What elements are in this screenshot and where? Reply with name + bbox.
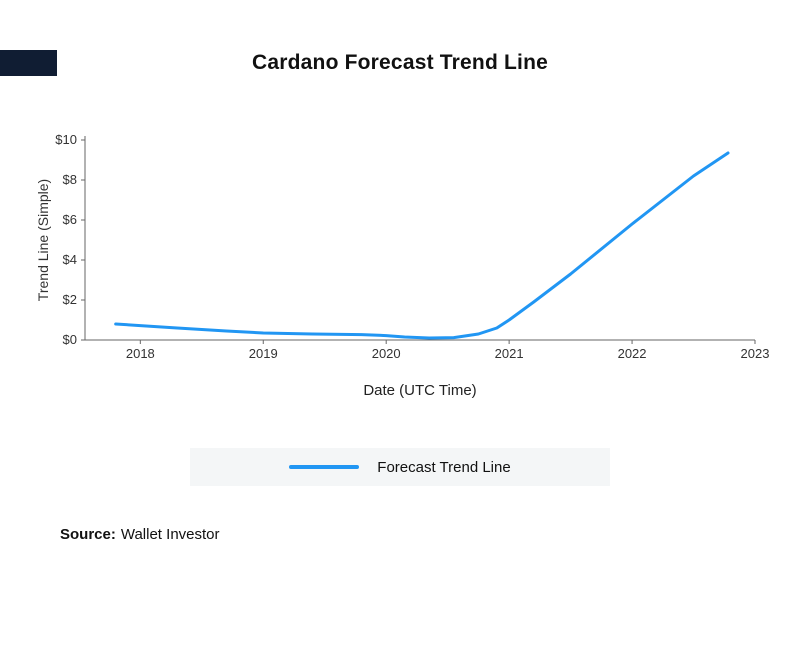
source-label: Source:	[60, 526, 116, 543]
y-tick-label: $6	[63, 212, 77, 227]
y-tick-label: $2	[63, 292, 77, 307]
trend-line	[114, 151, 730, 340]
x-tick-label: 2023	[741, 346, 770, 361]
x-tick-label: 2022	[618, 346, 647, 361]
x-tick-label: 2020	[372, 346, 401, 361]
y-tick-label: $8	[63, 172, 77, 187]
y-tick-label: $4	[63, 252, 77, 267]
source-line: Source: Wallet Investor	[60, 526, 800, 543]
y-tick-label: $10	[55, 132, 77, 147]
chart-title: Cardano Forecast Trend Line	[252, 51, 548, 74]
x-axis-label: Date (UTC Time)	[363, 382, 477, 399]
header-corner-block	[0, 50, 57, 76]
source-value: Wallet Investor	[120, 526, 220, 543]
x-tick-label: 2018	[126, 346, 155, 361]
legend: Forecast Trend Line	[190, 448, 610, 486]
legend-line-swatch	[289, 465, 360, 469]
y-tick-label: $0	[63, 332, 77, 347]
trend-line-chart: 2018 2019 2020 2021 2022 2023 $0 $2 $4 $6 $8 $10 Tre…	[35, 132, 770, 361]
x-tick-label: 2019	[249, 346, 278, 361]
y-axis-label: Trend Line (Simple)	[35, 179, 51, 301]
x-tick-label: 2021	[495, 346, 524, 361]
legend-label: Forecast Trend Line	[377, 458, 511, 476]
